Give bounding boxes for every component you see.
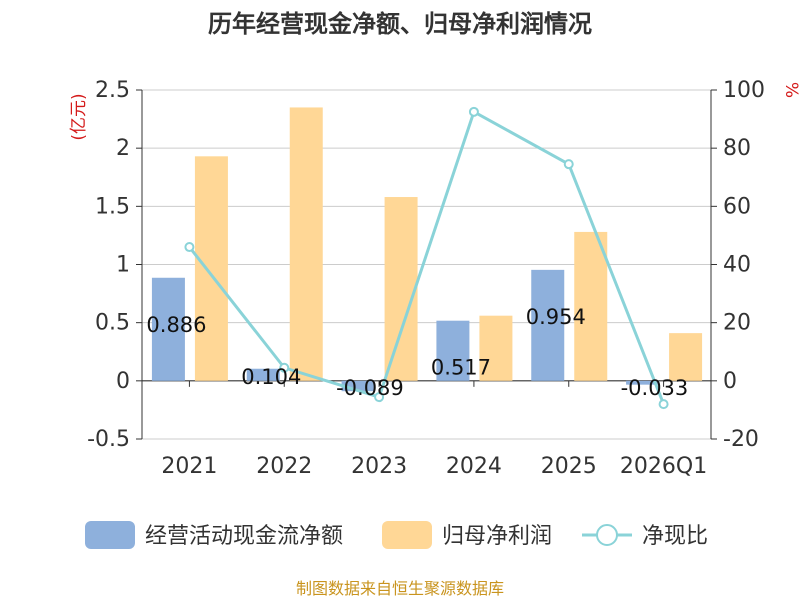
line-point-net-cash-ratio [468, 106, 479, 117]
axes: -0.5 0 0.5 1 1.5 2 2.5 -20 0 20 40 60 80 100 (亿元)% 2021… [69, 78, 800, 479]
bar-cashflow [626, 380, 660, 385]
line-net-cash-ratio [188, 109, 665, 405]
line-point-net-cash-ratio [563, 159, 574, 170]
data-labels: 0.886 0.104 -0.089 0.517 0.954 -0.033 [146, 305, 688, 400]
x-tick-label: 2024 [446, 454, 502, 479]
y-right-unit: % [781, 82, 800, 98]
y-left-tick-label: 1.5 [95, 194, 130, 219]
x-tick-label: 2023 [351, 454, 407, 479]
data-label-cashflow: -0.089 [336, 376, 404, 400]
y-right-tick-label: 100 [723, 78, 765, 103]
bar-net-profit [479, 315, 513, 381]
y-right-tick-label: 20 [723, 311, 751, 336]
bar-cashflow [436, 320, 470, 381]
legend-label-net-cash-ratio: 净现比 [642, 524, 708, 549]
y-right-tick-label: 80 [723, 136, 751, 161]
line-point-net-cash-ratio [374, 392, 385, 403]
x-tick-label: 2021 [161, 454, 217, 479]
bars [151, 107, 703, 392]
y-left-tick-label: 2 [116, 136, 130, 161]
legend-marker-net-cash-ratio [596, 524, 618, 546]
grid-lines [142, 89, 711, 440]
data-label-cashflow: 0.104 [241, 365, 301, 389]
bar-cashflow [341, 380, 375, 392]
bar-cashflow [531, 269, 565, 381]
y-left-tick-label: 2.5 [95, 78, 130, 103]
data-label-cashflow: 0.954 [526, 305, 586, 329]
x-tick-label: 2026Q1 [620, 454, 707, 479]
y-left-tick-label: 0 [116, 369, 130, 394]
bar-cashflow [151, 277, 185, 381]
source-note: 制图数据来自恒生聚源数据库 [296, 579, 504, 598]
bar-cashflow [246, 368, 280, 381]
legend-swatch-net-profit [382, 521, 432, 549]
legend: 经营活动现金流净额 归母净利润 净现比 [85, 521, 708, 549]
legend-label-cashflow: 经营活动现金流净额 [145, 524, 343, 549]
line-point-net-cash-ratio [279, 362, 290, 373]
line-series [184, 106, 669, 410]
line-point-net-cash-ratio [658, 399, 669, 410]
y-left-tick-label: -0.5 [87, 427, 130, 452]
y-right-tick-label: 40 [723, 253, 751, 278]
bar-net-profit [289, 107, 323, 381]
bar-net-profit [194, 156, 228, 381]
x-tick-label: 2022 [256, 454, 312, 479]
y-right-tick-label: 60 [723, 194, 751, 219]
line-point-net-cash-ratio [184, 242, 195, 253]
y-right-tick-label: 0 [723, 369, 737, 394]
chart-title: 历年经营现金净额、归母净利润情况 [208, 10, 592, 38]
y-left-tick-label: 0.5 [95, 311, 130, 336]
data-label-cashflow: 0.886 [146, 313, 206, 337]
y-right-tick-label: -20 [723, 427, 759, 452]
data-label-cashflow: 0.517 [431, 356, 491, 380]
bar-net-profit [384, 197, 418, 381]
y-left-unit: (亿元) [69, 93, 89, 140]
legend-label-net-profit: 归母净利润 [442, 524, 552, 549]
y-left-tick-label: 1 [116, 253, 130, 278]
bar-net-profit [669, 333, 703, 381]
x-tick-label: 2025 [541, 454, 597, 479]
data-label-cashflow: -0.033 [621, 376, 689, 400]
legend-swatch-cashflow [85, 521, 135, 549]
bar-net-profit [574, 231, 608, 381]
